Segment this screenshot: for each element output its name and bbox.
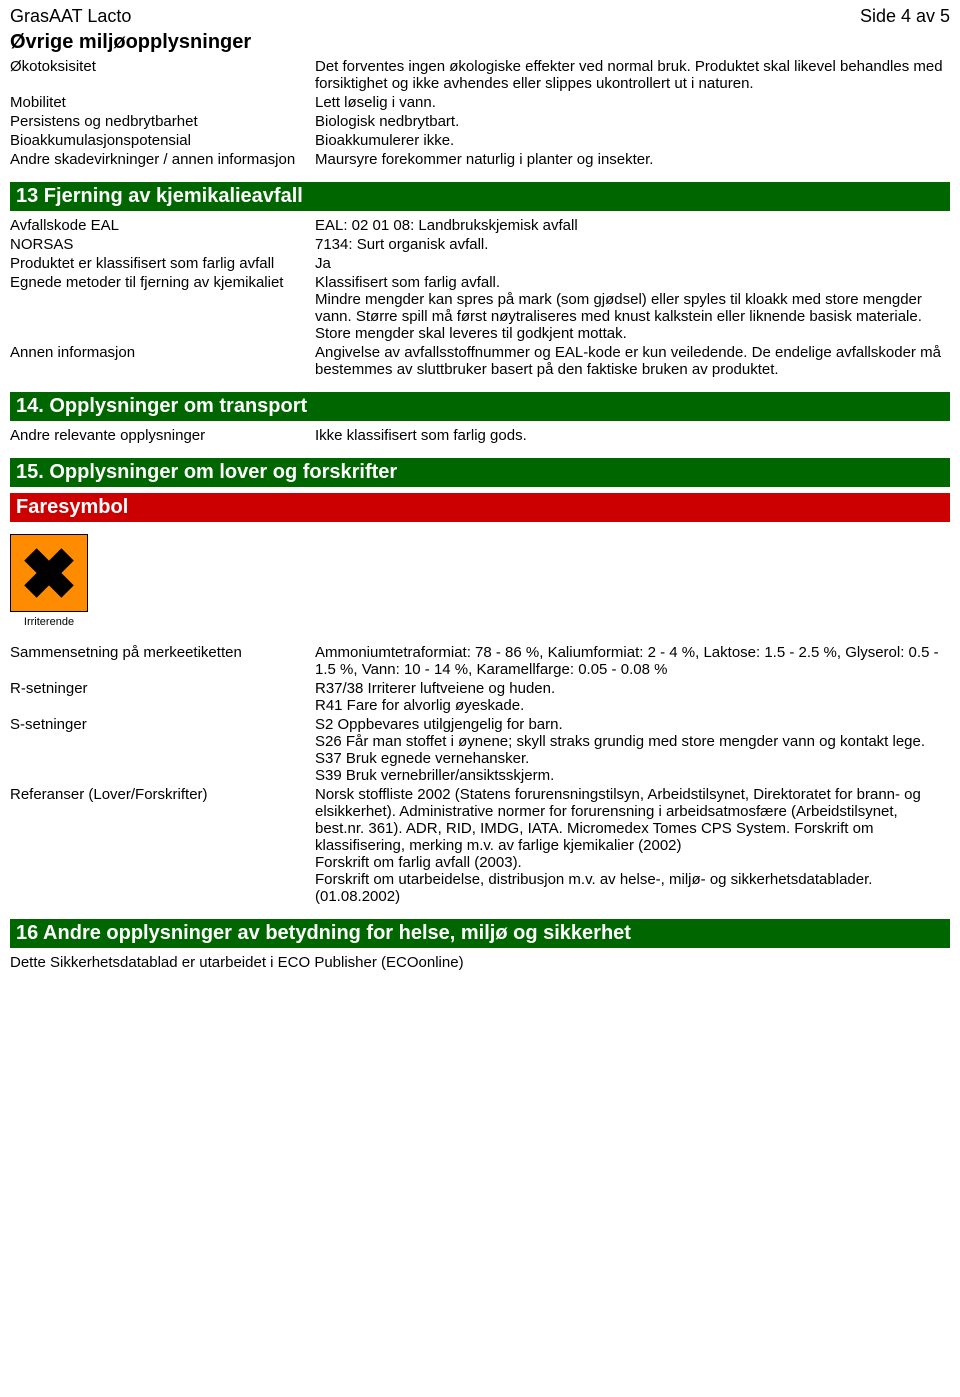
- row-value: Bioakkumulerer ikke.: [315, 132, 950, 149]
- row-label: Sammensetning på merkeetiketten: [10, 644, 315, 661]
- row-value: Ammoniumtetraformiat: 78 - 86 %, Kaliumf…: [315, 644, 950, 678]
- hazard-label: Irriterende: [10, 616, 88, 628]
- row-label: Egnede metoder til fjerning av kjemikali…: [10, 274, 315, 291]
- row-value: Angivelse av avfallsstoffnummer og EAL-k…: [315, 344, 950, 378]
- data-row: ØkotoksisitetDet forventes ingen økologi…: [10, 58, 950, 92]
- row-value: Ikke klassifisert som farlig gods.: [315, 427, 950, 444]
- section-15-sub: Faresymbol: [10, 493, 950, 522]
- row-value: Det forventes ingen økologiske effekter …: [315, 58, 950, 92]
- env-section-title: Øvrige miljøopplysninger: [10, 31, 950, 54]
- data-row: Egnede metoder til fjerning av kjemikali…: [10, 274, 950, 342]
- row-value: Klassifisert som farlig avfall. Mindre m…: [315, 274, 950, 342]
- row-value: EAL: 02 01 08: Landbrukskjemisk avfall: [315, 217, 950, 234]
- section-16-title: 16 Andre opplysninger av betydning for h…: [10, 919, 950, 948]
- row-label: S-setninger: [10, 716, 315, 733]
- data-row: Persistens og nedbrytbarhetBiologisk ned…: [10, 113, 950, 130]
- row-label: NORSAS: [10, 236, 315, 253]
- row-value: Maursyre forekommer naturlig i planter o…: [315, 151, 950, 168]
- row-value: Norsk stoffliste 2002 (Statens forurensn…: [315, 786, 950, 905]
- page-number: Side 4 av 5: [860, 6, 950, 27]
- sec15-rows: Sammensetning på merkeetikettenAmmoniumt…: [10, 644, 950, 905]
- data-row: Andre skadevirkninger / annen informasjo…: [10, 151, 950, 168]
- data-row: Referanser (Lover/Forskrifter)Norsk stof…: [10, 786, 950, 905]
- sec13-rows: Avfallskode EALEAL: 02 01 08: Landbruksk…: [10, 217, 950, 378]
- row-label: Andre skadevirkninger / annen informasjo…: [10, 151, 315, 168]
- row-value: Ja: [315, 255, 950, 272]
- section-15-title: 15. Opplysninger om lover og forskrifter: [10, 458, 950, 487]
- row-label: Økotoksisitet: [10, 58, 315, 75]
- data-row: MobilitetLett løselig i vann.: [10, 94, 950, 111]
- row-label: Mobilitet: [10, 94, 315, 111]
- data-row: Annen informasjonAngivelse av avfallssto…: [10, 344, 950, 378]
- row-label: Avfallskode EAL: [10, 217, 315, 234]
- row-value: 7134: Surt organisk avfall.: [315, 236, 950, 253]
- row-label: Persistens og nedbrytbarhet: [10, 113, 315, 130]
- section-13-title: 13 Fjerning av kjemikalieavfall: [10, 182, 950, 211]
- row-value: Biologisk nedbrytbart.: [315, 113, 950, 130]
- data-row: Andre relevante opplysningerIkke klassif…: [10, 427, 950, 444]
- row-label: Produktet er klassifisert som farlig avf…: [10, 255, 315, 272]
- data-row: Produktet er klassifisert som farlig avf…: [10, 255, 950, 272]
- row-value: S2 Oppbevares utilgjengelig for barn. S2…: [315, 716, 950, 784]
- row-value: R37/38 Irriterer luftveiene og huden. R4…: [315, 680, 950, 714]
- page: GrasAAT Lacto Side 4 av 5 Øvrige miljøop…: [0, 0, 960, 991]
- data-row: NORSAS7134: Surt organisk avfall.: [10, 236, 950, 253]
- irritant-icon: [10, 534, 88, 612]
- row-label: Andre relevante opplysninger: [10, 427, 315, 444]
- env-rows: ØkotoksisitetDet forventes ingen økologi…: [10, 58, 950, 168]
- row-label: Annen informasjon: [10, 344, 315, 361]
- x-cross-icon: [18, 542, 80, 604]
- data-row: Avfallskode EALEAL: 02 01 08: Landbruksk…: [10, 217, 950, 234]
- page-header: GrasAAT Lacto Side 4 av 5: [10, 6, 950, 27]
- row-label: Referanser (Lover/Forskrifter): [10, 786, 315, 803]
- data-row: BioakkumulasjonspotensialBioakkumulerer …: [10, 132, 950, 149]
- row-label: R-setninger: [10, 680, 315, 697]
- doc-title: GrasAAT Lacto: [10, 6, 131, 27]
- data-row: S-setningerS2 Oppbevares utilgjengelig f…: [10, 716, 950, 784]
- sec16-footer: Dette Sikkerhetsdatablad er utarbeidet i…: [10, 954, 950, 971]
- row-label: Bioakkumulasjonspotensial: [10, 132, 315, 149]
- data-row: Sammensetning på merkeetikettenAmmoniumt…: [10, 644, 950, 678]
- hazard-symbol-block: Irriterende: [10, 534, 88, 628]
- section-14-title: 14. Opplysninger om transport: [10, 392, 950, 421]
- row-value: Lett løselig i vann.: [315, 94, 950, 111]
- sec14-rows: Andre relevante opplysningerIkke klassif…: [10, 427, 950, 444]
- data-row: R-setningerR37/38 Irriterer luftveiene o…: [10, 680, 950, 714]
